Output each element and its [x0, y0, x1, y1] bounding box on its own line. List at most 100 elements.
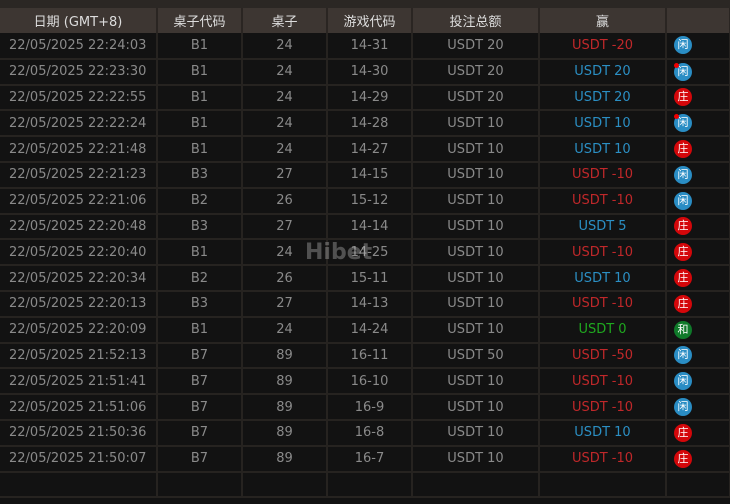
game-code-cell: 14-24: [327, 316, 413, 344]
result-cell: 庄: [666, 239, 730, 267]
table-row[interactable]: 22/05/2025 22:20:34 B2 26 15-11 USDT 10 …: [0, 265, 730, 292]
result-label: 闲: [677, 193, 689, 207]
table-code-cell: B1: [157, 33, 243, 60]
table-code-cell: B3: [157, 290, 243, 318]
result-badge-icon: 和: [674, 320, 692, 339]
header-result: [666, 8, 730, 33]
table-cell: 27: [242, 290, 328, 318]
table-cell: 26: [242, 265, 328, 292]
win-cell: USDT 0: [539, 316, 667, 344]
result-badge-icon: 闲: [674, 114, 692, 133]
table-cell: 24: [242, 58, 328, 86]
table-row[interactable]: 22/05/2025 22:22:24 B1 24 14-28 USDT 10 …: [0, 110, 730, 138]
result-cell: 庄: [666, 290, 730, 318]
table-row[interactable]: 22/05/2025 22:20:48 B3 27 14-14 USDT 10 …: [0, 213, 730, 241]
table-cell: 24: [242, 239, 328, 267]
result-badge-icon: 庄: [674, 140, 692, 159]
table-code-cell: B2: [157, 187, 243, 215]
table-row[interactable]: 22/05/2025 21:52:13 B7 89 16-11 USDT 50 …: [0, 342, 730, 370]
result-badge-icon: 闲: [674, 191, 692, 210]
table-row[interactable]: 22/05/2025 22:22:55 B1 24 14-29 USDT 20 …: [0, 84, 730, 112]
game-code-cell: 16-8: [327, 419, 413, 447]
result-label: 闲: [677, 38, 689, 52]
result-badge-icon: 庄: [674, 449, 692, 468]
result-badge-icon: 闲: [674, 62, 692, 81]
win-cell: USDT 10: [539, 110, 667, 138]
result-cell: 庄: [666, 136, 730, 163]
header-date: 日期 (GMT+8): [0, 8, 158, 33]
table-code-cell: B7: [157, 394, 243, 421]
bet-cell: USDT 10: [412, 419, 540, 447]
header-game-code: 游戏代码: [327, 8, 413, 33]
bet-cell: USDT 10: [412, 187, 540, 215]
table-cell: 89: [242, 445, 328, 473]
bet-cell: USDT 10: [412, 213, 540, 241]
win-cell: USDT 20: [539, 58, 667, 86]
table-row[interactable]: 22/05/2025 22:20:40 B1 24 14-25 USDT 10 …: [0, 239, 730, 267]
table-code-cell: B1: [157, 84, 243, 112]
result-cell: 庄: [666, 419, 730, 447]
table-row[interactable]: 22/05/2025 22:23:30 B1 24 14-30 USDT 20 …: [0, 58, 730, 86]
result-cell: 闲: [666, 394, 730, 421]
result-label: 庄: [677, 90, 689, 104]
win-cell: USDT -10: [539, 290, 667, 318]
result-badge-icon: 庄: [674, 217, 692, 236]
result-cell: 庄: [666, 213, 730, 241]
result-cell: 庄: [666, 445, 730, 473]
bet-cell: USDT 10: [412, 316, 540, 344]
bet-history-table: 日期 (GMT+8) 桌子代码 桌子 游戏代码 投注总额赢 22/05/2025 22:…: [0, 8, 730, 499]
win-cell: USDT -50: [539, 342, 667, 370]
table-row[interactable]: 22/05/2025 22:24:03 B1 24 14-31 USDT 20 …: [0, 33, 730, 60]
table-row[interactable]: 22/05/2025 22:20:13 B3 27 14-13 USDT 10 …: [0, 290, 730, 318]
result-label: 庄: [677, 451, 689, 465]
table-row[interactable]: 22/05/2025 21:50:07 B7 89 16-7 USDT 10 U…: [0, 445, 730, 473]
date-cell: 22/05/2025 22:22:24: [0, 110, 158, 138]
empty-cell: [157, 471, 243, 499]
result-label: 闲: [677, 64, 689, 78]
header-row: 日期 (GMT+8) 桌子代码 桌子 游戏代码 投注总额赢: [0, 8, 730, 33]
win-cell: USDT 20: [539, 84, 667, 112]
result-badge-icon: 闲: [674, 165, 692, 184]
date-cell: 22/05/2025 21:51:06: [0, 394, 158, 421]
table-row[interactable]: 22/05/2025 22:21:23 B3 27 14-15 USDT 10 …: [0, 161, 730, 189]
table-code-cell: B7: [157, 445, 243, 473]
bet-cell: USDT 20: [412, 33, 540, 60]
empty-cell: [242, 471, 328, 499]
table-code-cell: B1: [157, 110, 243, 138]
top-bar: [0, 0, 730, 8]
bet-cell: USDT 10: [412, 290, 540, 318]
game-code-cell: 16-7: [327, 445, 413, 473]
table-cell: 27: [242, 161, 328, 189]
date-cell: 22/05/2025 22:20:34: [0, 265, 158, 292]
result-cell: 闲: [666, 33, 730, 60]
result-label: 庄: [677, 425, 689, 439]
game-code-cell: 16-11: [327, 342, 413, 370]
game-code-cell: 14-15: [327, 161, 413, 189]
win-cell: USDT -10: [539, 161, 667, 189]
result-cell: 闲: [666, 342, 730, 370]
result-badge-icon: 庄: [674, 423, 692, 442]
table-row[interactable]: 22/05/2025 22:21:06 B2 26 15-12 USDT 10 …: [0, 187, 730, 215]
result-cell: 庄: [666, 265, 730, 292]
table-row[interactable]: 22/05/2025 21:50:36 B7 89 16-8 USDT 10 U…: [0, 419, 730, 447]
table-code-cell: B2: [157, 265, 243, 292]
date-cell: 22/05/2025 21:52:13: [0, 342, 158, 370]
game-code-cell: 16-10: [327, 368, 413, 396]
win-cell: USDT 5: [539, 213, 667, 241]
date-cell: 22/05/2025 22:23:30: [0, 58, 158, 86]
result-cell: 闲: [666, 187, 730, 215]
table-row[interactable]: 22/05/2025 21:51:06 B7 89 16-9 USDT 10 U…: [0, 394, 730, 421]
table-cell: 24: [242, 33, 328, 60]
table-row[interactable]: 22/05/2025 21:51:41 B7 89 16-10 USDT 10 …: [0, 368, 730, 396]
table-code-cell: B7: [157, 368, 243, 396]
table-row[interactable]: 22/05/2025 22:21:48 B1 24 14-27 USDT 10 …: [0, 136, 730, 163]
result-badge-icon: 闲: [674, 398, 692, 417]
game-code-cell: 14-30: [327, 58, 413, 86]
table-row[interactable]: 22/05/2025 22:20:09 B1 24 14-24 USDT 10 …: [0, 316, 730, 344]
bet-cell: USDT 10: [412, 265, 540, 292]
table-cell: 89: [242, 368, 328, 396]
result-label: 和: [677, 322, 689, 336]
table-code-cell: B1: [157, 136, 243, 163]
date-cell: 22/05/2025 22:22:55: [0, 84, 158, 112]
result-label: 闲: [677, 400, 689, 414]
